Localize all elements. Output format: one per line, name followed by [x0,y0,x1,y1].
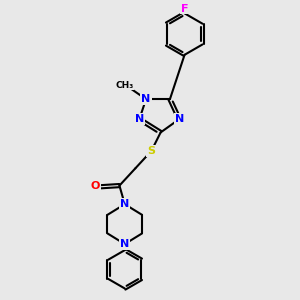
Text: N: N [175,114,184,124]
Text: F: F [181,4,188,14]
Text: N: N [141,94,151,104]
Text: N: N [120,239,129,249]
Text: O: O [91,181,100,190]
Text: N: N [120,199,129,209]
Text: S: S [147,146,155,156]
Text: CH₃: CH₃ [116,81,134,90]
Text: N: N [135,114,144,124]
